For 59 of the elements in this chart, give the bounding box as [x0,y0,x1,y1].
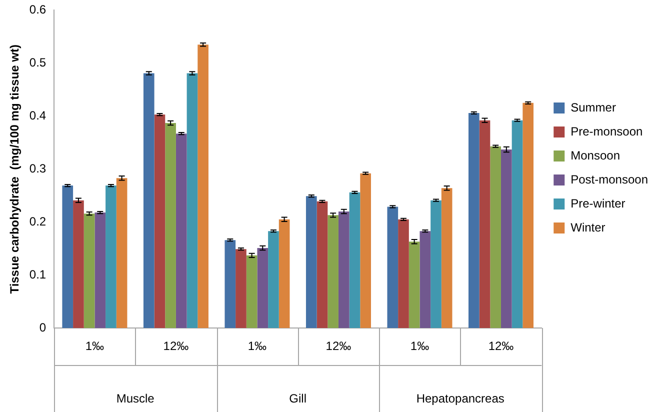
bar [430,200,442,328]
x-tick-label: 12‰ [163,338,189,353]
y-axis-title: Tissue carbohydrate (mg/100 mg tissue wt) [8,44,22,294]
bar [154,114,166,328]
bar [398,219,409,328]
bar [257,248,268,328]
bar [176,134,187,328]
bar [268,231,279,328]
bar [224,240,236,328]
bar [236,249,246,328]
legend-label: Monsoon [570,148,620,162]
bar [198,44,208,328]
bar [408,242,420,328]
bar [186,73,198,328]
bar [338,211,350,328]
legend-label: Summer [570,100,616,114]
x-tick-label: 1‰ [410,338,430,353]
bar [387,206,398,328]
text: Hepatopancreas [416,391,504,406]
bar [143,73,154,328]
bar [360,173,371,328]
bar [501,150,512,328]
y-tick-label: 0.2 [29,214,46,228]
y-tick-label: 0 [39,320,46,334]
x-tick-label: 1‰ [248,338,267,353]
bar [420,231,431,328]
bar [84,214,95,328]
bar [328,215,338,328]
bar [94,212,106,328]
legend-label: Winter [570,220,606,234]
text: Muscle [116,391,155,406]
text: Gill [289,391,307,406]
legend-label: Pre-winter [570,196,626,210]
bar [73,200,84,328]
bar [165,123,176,328]
bar [512,120,523,328]
bar [278,219,290,328]
y-tick-label: 0.5 [29,55,46,70]
bar [116,178,128,328]
x-tick-label: 1‰ [85,338,104,353]
bar [106,186,116,328]
x-tick-label: 12‰ [326,338,352,353]
bar [468,112,480,328]
y-tick-label: 0.3 [29,161,46,176]
bar [522,102,534,328]
bar [306,196,317,328]
bar [246,255,258,328]
bar [490,146,501,328]
bar [349,192,360,328]
legend-label: Post-monsoon [570,172,648,186]
bar [479,120,490,328]
x-tick-label: 12‰ [488,338,514,353]
bar [316,201,328,328]
bar [62,186,74,328]
y-tick-label: 0.1 [29,267,46,282]
legend-label: Pre-monsoon [570,124,643,138]
bar [441,188,452,328]
y-tick-label: 0.4 [29,108,46,122]
y-tick-label: 0.6 [29,2,46,17]
